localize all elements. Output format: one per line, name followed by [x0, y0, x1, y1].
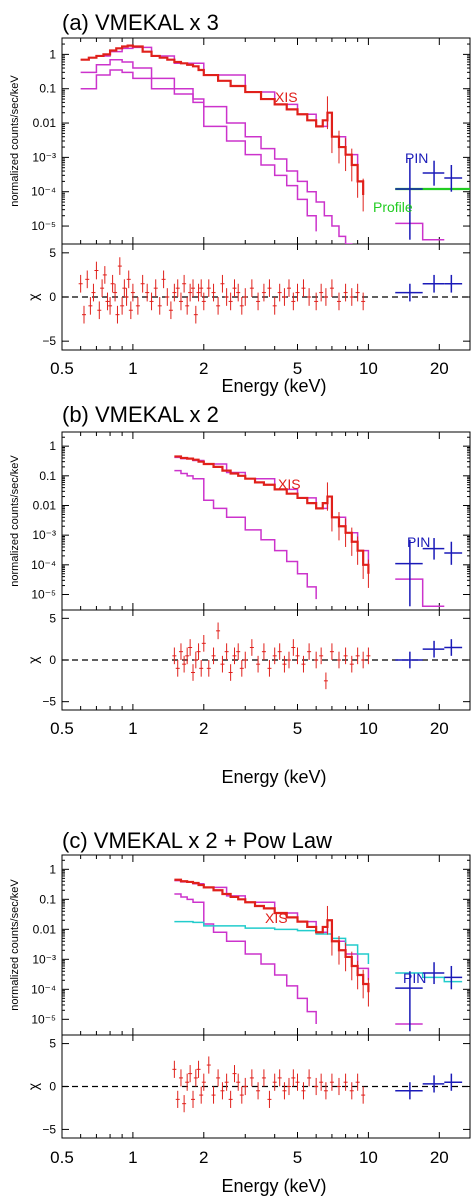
y-tick-label: 10⁻³ [32, 952, 56, 966]
residual-axis-label: χ [25, 656, 41, 664]
model-curve [80, 69, 353, 244]
annotation-pin: PIN [403, 970, 426, 986]
x-tick-label: 2 [199, 719, 208, 738]
model-curve [174, 469, 317, 600]
x-axis-label: Energy (keV) [221, 767, 326, 787]
x-tick-label: 10 [359, 719, 378, 738]
x-tick-label: 0.5 [50, 1148, 74, 1167]
y-tick-label: 10⁻⁴ [31, 982, 56, 996]
y-tick-label: 10⁻³ [32, 528, 56, 542]
spectrum-plot [174, 878, 463, 1032]
y-tick-label: 1 [49, 862, 56, 876]
panel-b: (b) VMEKAL x 2 0.5 1 2 5 10 20 1 0.1 0.01 10⁻³ 10⁻⁴… [9, 402, 471, 787]
annotation-pin: PIN [405, 150, 428, 166]
panel-title: (b) VMEKAL x 2 [62, 402, 219, 427]
powlaw-curve [174, 920, 370, 964]
residual-tick-label: −5 [42, 695, 56, 709]
y-tick-label: 0.1 [39, 892, 56, 906]
y-tick-label: 0.01 [33, 922, 57, 936]
x-tick-label: 2 [199, 1148, 208, 1167]
x-tick-label: 20 [430, 359, 449, 378]
y-tick-label: 10⁻³ [32, 150, 56, 164]
model-curve [174, 879, 370, 981]
y-tick-label: 10⁻⁴ [31, 558, 56, 572]
residual-tick-label: −5 [42, 334, 56, 348]
residual-plot [172, 1056, 463, 1113]
panel-title: (c) VMEKAL x 2 + Pow Law [62, 828, 332, 853]
residual-tick-label: 0 [49, 1080, 56, 1094]
annotation-pin: PIN [407, 534, 430, 550]
pin-model [395, 222, 445, 241]
x-tick-label: 0.5 [50, 359, 74, 378]
x-tick-label: 1 [128, 1148, 137, 1167]
y-tick-label: 10⁻⁴ [31, 185, 56, 199]
x-axis-label: Energy (keV) [221, 376, 326, 396]
annotation-xis: XIS [278, 476, 301, 492]
residual-plot [78, 257, 463, 324]
residual-tick-label: 5 [49, 611, 56, 625]
panel-title: (a) VMEKAL x 3 [62, 10, 219, 35]
x-tick-label: 5 [293, 359, 302, 378]
y-tick-label: 10⁻⁵ [31, 219, 56, 233]
panel-c: (c) VMEKAL x 2 + Pow Law 0.5 1 2 5 10 20 1 0.1 0.… [9, 828, 471, 1196]
x-tick-label: 0.5 [50, 719, 74, 738]
y-tick-label: 0.1 [39, 469, 56, 483]
x-tick-label: 20 [430, 1148, 449, 1167]
x-tick-label: 10 [359, 1148, 378, 1167]
y-tick-label: 0.01 [33, 498, 57, 512]
residual-tick-label: 5 [49, 246, 56, 260]
xis-data [80, 44, 365, 196]
y-axis-label: normalized counts/sec/keV [9, 879, 21, 1011]
annotation-xis: XIS [265, 910, 288, 926]
x-tick-label: 1 [128, 359, 137, 378]
model-curve [80, 58, 317, 232]
spectrum-frame [61, 431, 471, 611]
residual-axis-label: χ [25, 293, 41, 301]
y-tick-label: 10⁻⁵ [31, 1012, 56, 1026]
y-tick-label: 0.01 [33, 116, 57, 130]
residual-tick-label: 0 [49, 653, 56, 667]
x-tick-label: 10 [359, 359, 378, 378]
x-tick-label: 1 [128, 719, 137, 738]
y-tick-label: 0.1 [39, 82, 56, 96]
x-tick-label: 5 [293, 719, 302, 738]
model-curve [174, 893, 317, 1024]
y-tick-label: 10⁻⁵ [31, 587, 56, 601]
x-tick-label: 5 [293, 1148, 302, 1167]
y-tick-label: 1 [49, 47, 56, 61]
y-tick-label: 1 [49, 439, 56, 453]
y-axis-label: normalized counts/sec/keV [9, 455, 21, 587]
residual-tick-label: 5 [49, 1037, 56, 1051]
y-axis-label: normalized counts/sec/keV [9, 75, 21, 207]
pin-model [395, 578, 445, 608]
annotation-xis: XIS [275, 89, 298, 105]
spectrum-frame [61, 854, 471, 1036]
residual-tick-label: 0 [49, 290, 56, 304]
x-tick-label: 2 [199, 359, 208, 378]
model-curve [80, 46, 364, 196]
x-axis-label: Energy (keV) [221, 1176, 326, 1196]
spectrum-plot [80, 44, 470, 244]
spectrum-plot [174, 455, 463, 608]
x-tick-label: 20 [430, 719, 449, 738]
residual-axis-label: χ [25, 1082, 41, 1090]
residual-tick-label: −5 [42, 1122, 56, 1136]
residual-plot [172, 622, 463, 690]
panel-a: (a) VMEKAL x 3 0.5 1 2 5 10 20 1 0.1 0.01 10⁻³ 10⁻⁴… [9, 10, 471, 396]
annotation-profile: Profile [373, 199, 413, 215]
